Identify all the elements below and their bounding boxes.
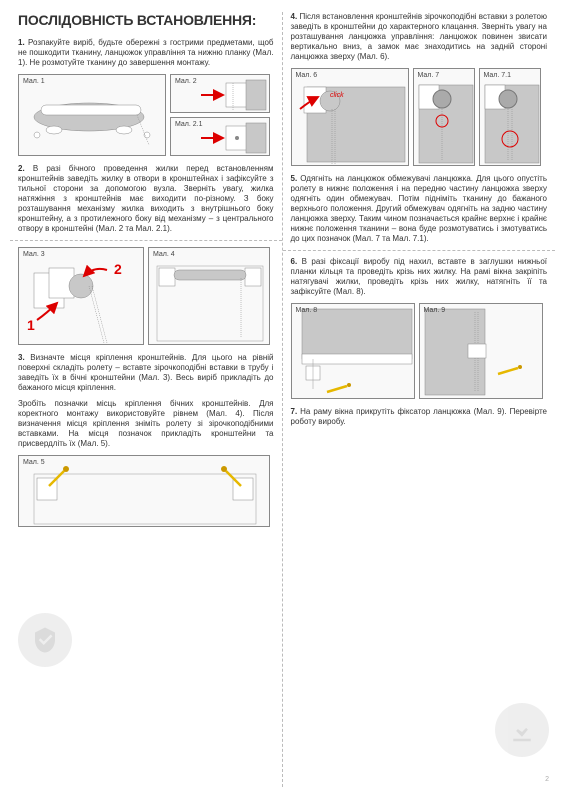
svg-text:click: click xyxy=(330,92,344,99)
watermark-icon xyxy=(495,703,549,757)
divider xyxy=(10,240,282,241)
step-4: 4. Після встановлення кронштейнів зірочк… xyxy=(291,12,548,62)
figure-5: Мал. 5 xyxy=(18,455,270,527)
page-number: 2 xyxy=(545,776,549,783)
figrow-1-2: Мал. 1 Мал. 2 xyxy=(18,74,274,156)
step-1: 1. Розпакуйте виріб, будьте обережні з г… xyxy=(18,38,274,68)
figrow-8-9: Мал. 8 Мал. 9 xyxy=(291,303,548,399)
figure-6: Мал. 6 click xyxy=(291,68,409,166)
step-2: 2. В разі бічного проведення жилки перед… xyxy=(18,164,274,234)
step-3b: Зробіть позначки місць кріплення бічних … xyxy=(18,399,274,449)
figure-2: Мал. 2 xyxy=(170,74,270,113)
figure-7-1: Мал. 7.1 xyxy=(479,68,541,166)
figure-2-1: Мал. 2.1 xyxy=(170,117,270,156)
step-5: 5. Одягніть на ланцюжок обмежувачі ланцю… xyxy=(291,174,548,244)
figure-7: Мал. 7 xyxy=(413,68,475,166)
page-title: ПОСЛІДОВНІСТЬ ВСТАНОВЛЕННЯ: xyxy=(18,12,274,28)
divider xyxy=(283,250,556,251)
step-7: 7. На раму вікна прикрутіть фіксатор лан… xyxy=(291,407,548,427)
figrow-6-7: Мал. 6 click Мал. 7 xyxy=(291,68,548,166)
figrow-5: Мал. 5 xyxy=(18,455,274,527)
figure-4: Мал. 4 xyxy=(148,247,270,345)
svg-text:2: 2 xyxy=(114,261,122,277)
figure-1: Мал. 1 xyxy=(18,74,166,156)
figure-3: Мал. 3 2 1 xyxy=(18,247,144,345)
svg-text:1: 1 xyxy=(27,317,35,333)
step-3: 3. Визначте місця кріплення кронштейнів.… xyxy=(18,353,274,393)
figure-8: Мал. 8 xyxy=(291,303,415,399)
figrow-3-4: Мал. 3 2 1 Мал. 4 xyxy=(18,247,274,345)
watermark-icon xyxy=(18,613,72,667)
step-6: 6. В разі фіксації виробу під нахил, вст… xyxy=(291,257,548,297)
figure-9: Мал. 9 xyxy=(419,303,543,399)
